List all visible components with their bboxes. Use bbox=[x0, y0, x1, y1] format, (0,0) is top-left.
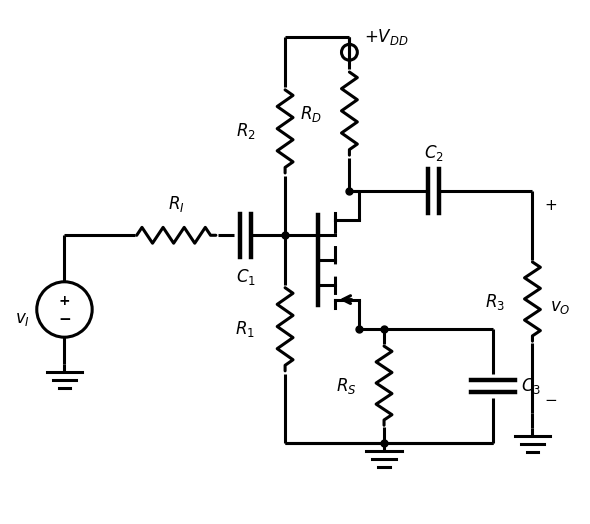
Text: $v_I$: $v_I$ bbox=[15, 310, 30, 329]
Text: $R_D$: $R_D$ bbox=[300, 104, 322, 124]
Text: $C_2$: $C_2$ bbox=[424, 143, 444, 163]
Text: $R_I$: $R_I$ bbox=[168, 193, 185, 213]
Text: $-$: $-$ bbox=[545, 391, 558, 406]
Text: +: + bbox=[58, 293, 70, 308]
Text: $v_O$: $v_O$ bbox=[550, 298, 571, 315]
Text: $R_2$: $R_2$ bbox=[235, 122, 255, 141]
Text: $R_1$: $R_1$ bbox=[235, 319, 255, 339]
Text: $C_1$: $C_1$ bbox=[235, 267, 255, 287]
Text: $C_3$: $C_3$ bbox=[520, 376, 540, 396]
Text: $+V_{DD}$: $+V_{DD}$ bbox=[364, 27, 409, 47]
Text: $+$: $+$ bbox=[545, 198, 558, 213]
Text: $R_3$: $R_3$ bbox=[485, 291, 505, 312]
Text: −: − bbox=[58, 312, 71, 327]
Text: $R_S$: $R_S$ bbox=[336, 376, 356, 396]
